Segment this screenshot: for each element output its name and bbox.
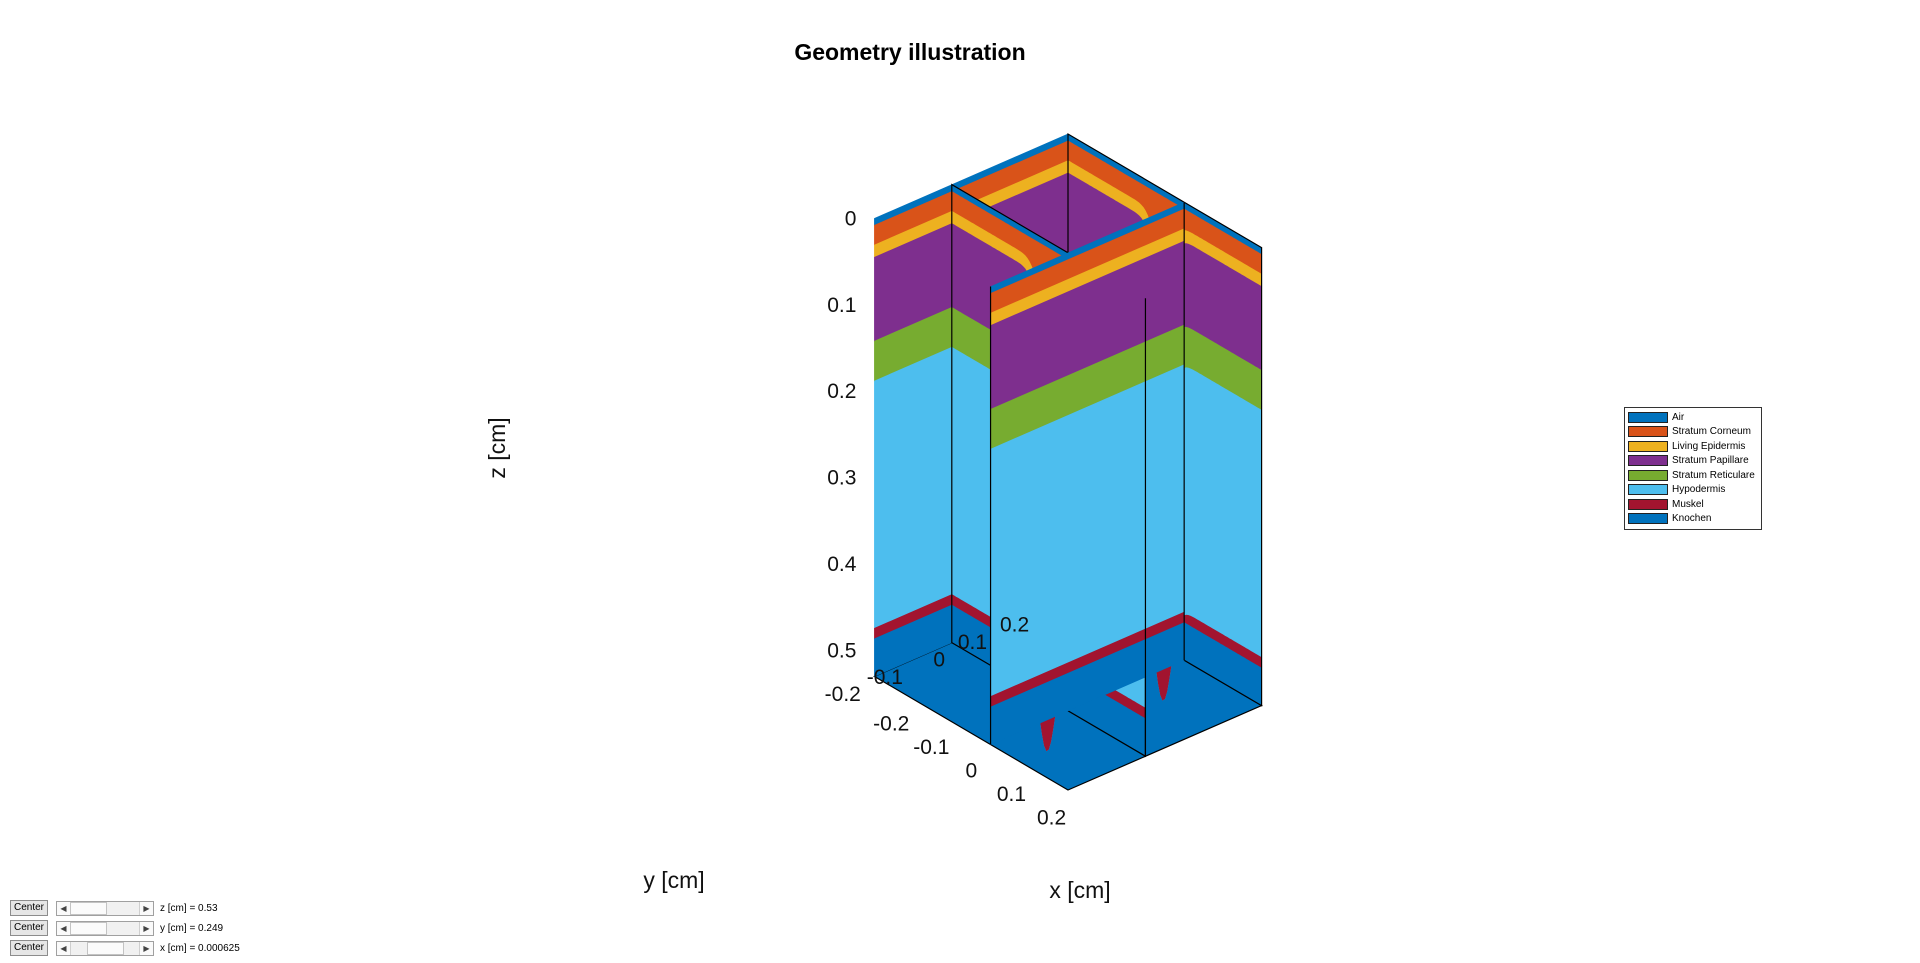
legend-label: Stratum Papillare (1672, 455, 1749, 467)
center-z-button[interactable]: Center (10, 900, 48, 916)
legend-label: Muskel (1672, 498, 1704, 510)
x-tick-label: -0.1 (913, 736, 949, 759)
y-tick-label: 0.1 (958, 631, 987, 654)
z-tick-label: 0 (845, 207, 857, 230)
z-readout: z [cm] = 0.53 (160, 902, 218, 914)
legend-swatch (1628, 484, 1668, 496)
legend-item-stratum-reticulare: Stratum Reticulare (1625, 468, 1761, 483)
z-axis-label: z [cm] (484, 417, 510, 478)
legend-swatch (1628, 426, 1668, 438)
y-slice-control: Center ◀ ▶ y [cm] = 0.249 (10, 918, 240, 938)
z-tick-label: 0.2 (827, 380, 856, 403)
legend-label: Stratum Corneum (1672, 426, 1751, 438)
x-readout: x [cm] = 0.000625 (160, 942, 240, 954)
slider-right-arrow-icon[interactable]: ▶ (139, 941, 153, 955)
z-tick-label: 0.4 (827, 553, 857, 576)
z-tick-label: 0.5 (827, 639, 856, 662)
x-tick-label: 0.2 (1037, 806, 1066, 829)
y-tick-label: 0 (933, 648, 945, 671)
legend-swatch (1628, 411, 1668, 423)
slider-left-arrow-icon[interactable]: ◀ (57, 921, 71, 935)
y-slider-thumb[interactable] (70, 921, 107, 935)
legend-swatch (1628, 455, 1668, 467)
legend-item-hypodermis: Hypodermis (1625, 483, 1761, 498)
legend-item-knochen: Knochen (1625, 512, 1761, 527)
legend-item-living-epidermis: Living Epidermis (1625, 439, 1761, 454)
z-slider-thumb[interactable] (70, 901, 107, 915)
center-x-button[interactable]: Center (10, 940, 48, 956)
y-tick-label: -0.1 (867, 666, 903, 689)
slider-left-arrow-icon[interactable]: ◀ (57, 901, 71, 915)
center-y-button[interactable]: Center (10, 920, 48, 936)
y-readout: y [cm] = 0.249 (160, 922, 224, 934)
z-tick-label: 0.3 (827, 467, 856, 490)
z-tick-label: 0.1 (827, 294, 856, 317)
x-axis-label: x [cm] (1049, 877, 1110, 903)
legend-swatch (1628, 440, 1668, 452)
legend: Air Stratum Corneum Living Epidermis Str… (1624, 407, 1762, 530)
x-tick-label: 0.1 (997, 783, 1026, 806)
x-tick-label: -0.2 (873, 712, 909, 735)
legend-item-stratum-papillare: Stratum Papillare (1625, 454, 1761, 469)
legend-label: Living Epidermis (1672, 440, 1746, 452)
legend-label: Stratum Reticulare (1672, 469, 1755, 481)
legend-label: Knochen (1672, 513, 1712, 525)
slider-right-arrow-icon[interactable]: ▶ (139, 921, 153, 935)
slice-controls: Center ◀ ▶ z [cm] = 0.53 Center ◀ ▶ y [c… (10, 898, 240, 958)
z-slice-control: Center ◀ ▶ z [cm] = 0.53 (10, 898, 240, 918)
plot-title: Geometry illustration (794, 39, 1025, 65)
y-tick-label: -0.2 (825, 683, 861, 706)
x-tick-label: 0 (966, 759, 978, 782)
y-slider[interactable]: ◀ ▶ (56, 920, 154, 936)
legend-item-stratum-corneum: Stratum Corneum (1625, 425, 1761, 440)
legend-label: Hypodermis (1672, 484, 1726, 496)
legend-swatch (1628, 498, 1668, 510)
x-slider[interactable]: ◀ ▶ (56, 940, 154, 956)
legend-swatch (1628, 469, 1668, 481)
z-slider[interactable]: ◀ ▶ (56, 900, 154, 916)
legend-item-muskel: Muskel (1625, 497, 1761, 512)
y-axis-label: y [cm] (643, 867, 704, 893)
y-tick-label: 0.2 (1000, 613, 1029, 636)
x-slice-control: Center ◀ ▶ x [cm] = 0.000625 (10, 938, 240, 958)
slider-left-arrow-icon[interactable]: ◀ (57, 941, 71, 955)
legend-label: Air (1672, 411, 1685, 423)
legend-item-air: Air (1625, 410, 1761, 425)
legend-swatch (1628, 513, 1668, 525)
x-slider-thumb[interactable] (86, 941, 124, 955)
slider-right-arrow-icon[interactable]: ▶ (139, 901, 153, 915)
